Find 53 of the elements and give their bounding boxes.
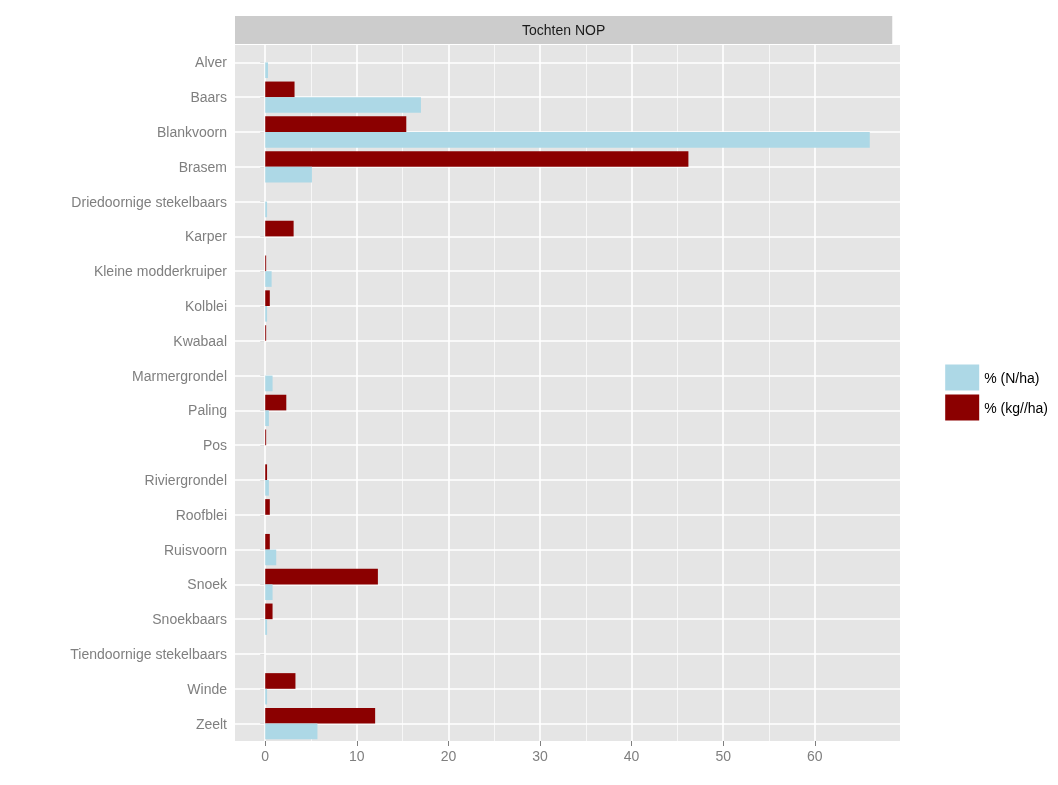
bar <box>265 132 870 148</box>
y-tick-label: Kleine modderkruiper <box>93 263 228 280</box>
bar <box>265 603 273 620</box>
x-tick-label: 40 <box>623 748 640 764</box>
y-tick-label: Brasem <box>178 158 227 175</box>
bar <box>265 116 407 132</box>
y-tick-label: Riviergrondel <box>144 472 227 488</box>
y-tick-label: Snoekbaars <box>152 611 227 628</box>
legend-label: % (N/ha) <box>984 369 1040 386</box>
y-tick-label: Tiendoornige stekelbaars <box>70 646 227 662</box>
bar <box>265 707 376 724</box>
y-tick-label: Kolblei <box>184 298 227 314</box>
x-tick-label: 50 <box>715 748 732 764</box>
x-tick-label: 10 <box>349 748 365 764</box>
y-tick-label: Roofblei <box>175 506 227 523</box>
bar <box>265 549 277 566</box>
x-tick-label: 0 <box>261 748 270 764</box>
y-tick-label: Zeelt <box>195 715 228 732</box>
legend-label: % (kg//ha) <box>984 399 1049 416</box>
y-tick-label: Pos <box>202 437 227 454</box>
y-tick-label: Kwabaal <box>173 332 227 349</box>
bar <box>265 271 272 287</box>
y-tick-label: Winde <box>187 680 228 697</box>
y-tick-label: Karper <box>184 228 228 245</box>
y-tick-label: Blankvoorn <box>156 124 227 140</box>
bar <box>265 723 318 740</box>
bar <box>265 151 689 167</box>
x-tick-label: 60 <box>807 748 823 764</box>
y-tick-label: Paling <box>188 402 227 419</box>
bar <box>265 410 269 427</box>
bar <box>265 480 269 496</box>
y-tick-label: Snoek <box>187 576 228 593</box>
bar <box>265 533 270 550</box>
x-tick-label: 20 <box>440 748 457 764</box>
bar <box>265 499 270 515</box>
y-tick-label: Alver <box>195 54 228 71</box>
chart-title: Tochten NOP <box>522 22 606 38</box>
bar <box>265 584 273 601</box>
x-tick-label: 30 <box>532 748 549 764</box>
bar <box>265 290 270 306</box>
y-tick-label: Marmergrondel <box>132 367 227 384</box>
bar <box>265 394 287 411</box>
bar <box>265 166 312 183</box>
bar <box>265 375 273 392</box>
y-tick-label: Baars <box>190 89 227 106</box>
y-tick-label: Driedoornige stekelbaars <box>71 193 227 210</box>
bar <box>265 81 295 98</box>
bar <box>265 568 378 585</box>
bar <box>265 220 294 237</box>
y-tick-label: Ruisvoorn <box>163 541 227 558</box>
bar <box>265 97 421 113</box>
bar <box>265 62 268 79</box>
bar <box>265 673 296 689</box>
